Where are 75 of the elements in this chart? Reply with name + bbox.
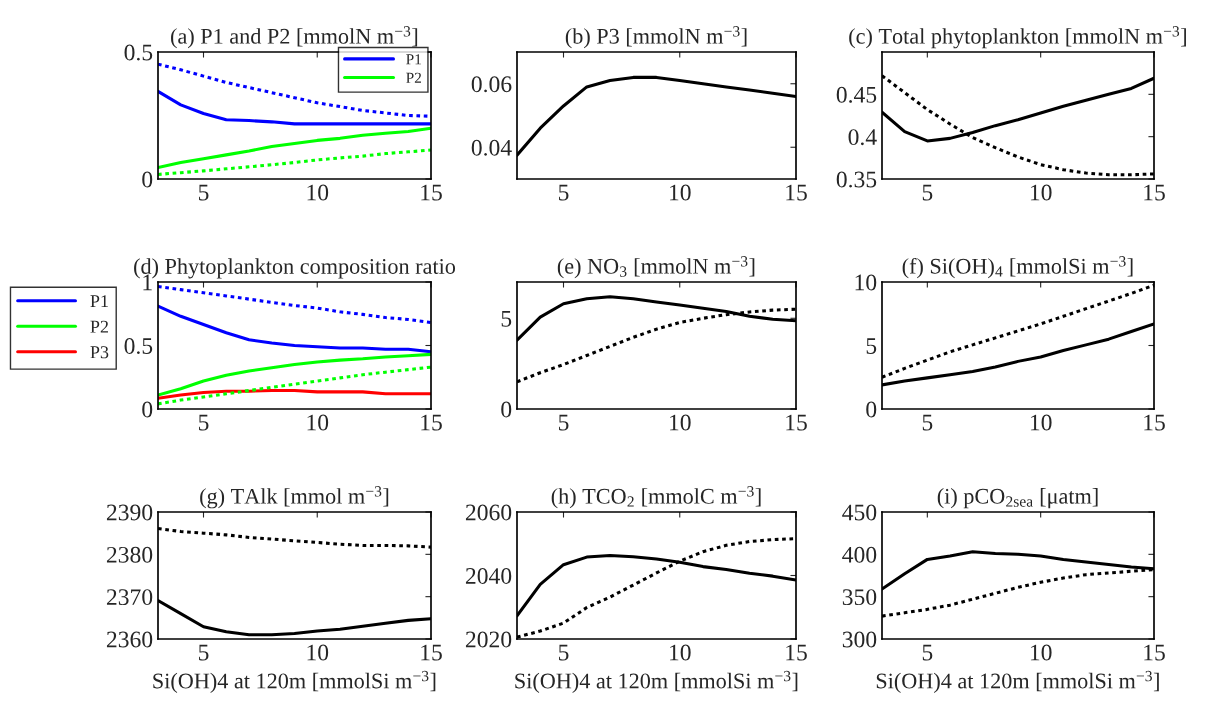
x-tick-label: 15 bbox=[1144, 414, 1165, 431]
line-series bbox=[158, 365, 431, 406]
x-tick-label: 5 bbox=[558, 184, 569, 201]
x-tick-label: 10 bbox=[307, 414, 329, 431]
y-tick-label: 2370 bbox=[106, 589, 153, 606]
y-tick-label: 300 bbox=[842, 631, 877, 648]
y-tick-label: 0.5 bbox=[124, 44, 153, 61]
y-tick-label: 0 bbox=[142, 401, 153, 418]
chart-title: (f) Si(OH)$_{4}$ [mmolSi m$^{−3}$] bbox=[902, 256, 1133, 279]
chart-title: (i) pCO$_{2sea}$ [μatm] bbox=[937, 488, 1098, 509]
x-axis-title: Si(OH)4 at 120m [mmolSi m$^{−3}$] bbox=[515, 670, 798, 693]
x-tick-label: 5 bbox=[922, 184, 933, 201]
x-tick-label: 5 bbox=[198, 414, 209, 431]
y-tick-label: 10 bbox=[855, 274, 877, 291]
legend-label: P2 bbox=[406, 72, 421, 83]
x-tick-label: 15 bbox=[421, 644, 442, 661]
x-tick-label: 5 bbox=[198, 644, 209, 661]
y-tick-label: 2360 bbox=[106, 631, 153, 648]
x-axis-title: Si(OH)4 at 120m [mmolSi m$^{−3}$] bbox=[153, 670, 436, 693]
chart-title: (c) Total phytoplankton [mmolN m$^{−3}$] bbox=[849, 26, 1186, 49]
x-tick-label: 10 bbox=[670, 414, 691, 431]
y-tick-label: 0.5 bbox=[124, 337, 153, 355]
x-tick-label: 10 bbox=[307, 644, 329, 661]
y-tick-label: 0.04 bbox=[471, 139, 512, 156]
x-tick-label: 10 bbox=[1030, 184, 1052, 201]
x-tick-label: 15 bbox=[786, 644, 807, 661]
line-series bbox=[158, 352, 431, 397]
y-tick-label: 0 bbox=[866, 401, 877, 418]
x-tick-label: 5 bbox=[922, 644, 933, 661]
x-tick-label: 10 bbox=[670, 184, 691, 201]
x-axis-title: Si(OH)4 at 120m [mmolSi m$^{−3}$] bbox=[876, 670, 1159, 693]
x-tick-label: 10 bbox=[1030, 644, 1052, 661]
x-tick-label: 5 bbox=[198, 184, 209, 201]
x-tick-label: 15 bbox=[421, 414, 442, 431]
y-tick-label: 0 bbox=[142, 171, 153, 188]
legend-label: P1 bbox=[406, 54, 421, 65]
line-series bbox=[158, 89, 431, 126]
legend-label: P3 bbox=[90, 346, 109, 359]
y-tick-label: 2380 bbox=[106, 546, 153, 563]
x-tick-label: 10 bbox=[307, 184, 329, 201]
chart-title: (h) TCO$_{2}$ [mmolC m$^{−3}$] bbox=[551, 486, 761, 509]
x-tick-label: 15 bbox=[1144, 184, 1165, 201]
x-tick-label: 15 bbox=[421, 184, 442, 201]
x-tick-label: 5 bbox=[922, 414, 933, 431]
line-series bbox=[158, 304, 431, 354]
chart-title: (g) TAlk [mmol m$^{−3}$] bbox=[200, 486, 389, 509]
x-tick-label: 10 bbox=[670, 644, 691, 661]
y-tick-label: 0.45 bbox=[836, 86, 877, 103]
x-tick-label: 15 bbox=[1144, 644, 1165, 661]
y-tick-label: 2020 bbox=[465, 631, 512, 648]
x-tick-label: 5 bbox=[558, 644, 569, 661]
y-tick-label: 2040 bbox=[465, 567, 512, 584]
legend-label: P2 bbox=[90, 320, 108, 333]
chart-title: (b) P3 [mmolN m$^{−3}$] bbox=[565, 26, 747, 49]
x-tick-label: 15 bbox=[786, 184, 807, 201]
y-tick-label: 5 bbox=[866, 338, 877, 354]
y-tick-label: 450 bbox=[842, 504, 877, 521]
y-tick-label: 2390 bbox=[106, 504, 153, 521]
x-tick-label: 10 bbox=[1030, 414, 1052, 431]
y-tick-label: 2060 bbox=[465, 504, 512, 521]
y-tick-label: 5 bbox=[501, 311, 512, 327]
x-tick-label: 15 bbox=[786, 414, 807, 431]
y-tick-label: 0 bbox=[501, 401, 512, 418]
chart-title: (a) P1 and P2 [mmolN m$^{−3}$] bbox=[171, 26, 418, 49]
line-series bbox=[158, 126, 431, 170]
y-tick-label: 350 bbox=[842, 589, 877, 606]
y-tick-label: 0.35 bbox=[836, 171, 877, 188]
chart-title: (e) NO$_{3}$ [mmolN m$^{−3}$] bbox=[557, 256, 755, 279]
y-tick-label: 400 bbox=[842, 546, 877, 563]
legend-label: P1 bbox=[90, 295, 108, 308]
y-tick-label: 0.06 bbox=[471, 76, 512, 93]
x-tick-label: 5 bbox=[558, 414, 569, 431]
y-tick-label: 0.4 bbox=[848, 129, 877, 146]
line-series bbox=[158, 148, 431, 176]
line-series bbox=[158, 389, 431, 400]
